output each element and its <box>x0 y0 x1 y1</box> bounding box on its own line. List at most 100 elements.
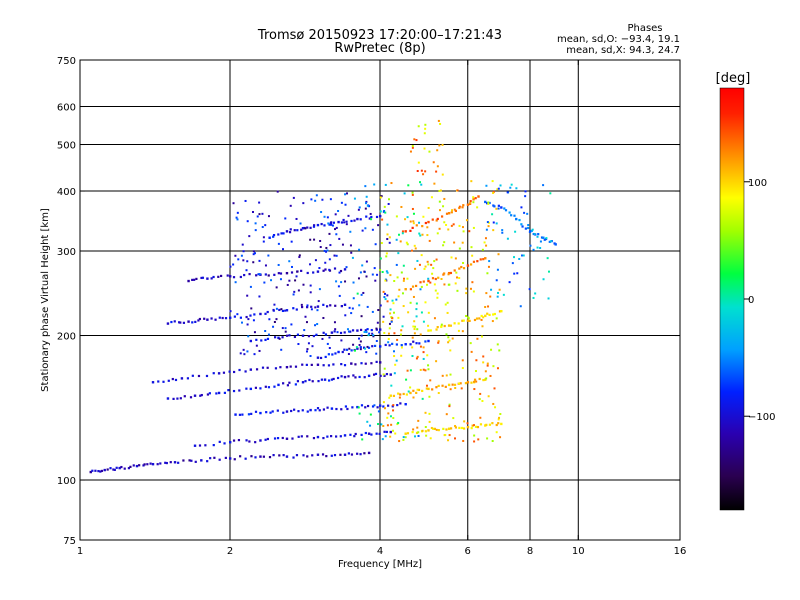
echo-point <box>236 313 239 316</box>
echo-point <box>320 378 323 381</box>
x-tick-label: 6 <box>465 546 471 557</box>
echo-point <box>344 193 347 196</box>
echo-point <box>419 288 422 291</box>
echo-point <box>469 263 473 266</box>
echo-point <box>293 229 296 232</box>
echo-point <box>343 453 347 456</box>
echo-point <box>358 412 361 415</box>
echo-point <box>405 393 408 396</box>
echo-point <box>306 271 309 275</box>
echo-point <box>425 387 428 390</box>
colorbar-tick-label: −100 <box>748 412 775 423</box>
echo-point <box>475 317 479 320</box>
echo-point <box>349 433 352 436</box>
echo-point <box>289 365 292 368</box>
echo-point <box>245 439 248 442</box>
echo-point <box>319 246 322 249</box>
echo-point <box>458 247 461 250</box>
echo-point <box>286 283 289 286</box>
echo-point <box>458 267 461 270</box>
echo-point <box>296 333 300 336</box>
echo-point <box>433 283 436 286</box>
echo-point <box>346 328 349 331</box>
echo-point <box>333 330 336 333</box>
echo-point <box>267 333 270 336</box>
echo-point <box>253 313 256 316</box>
echo-point <box>302 454 305 457</box>
echo-point <box>316 356 320 359</box>
echo-point <box>436 149 439 152</box>
echo-point <box>356 217 359 221</box>
echo-point <box>390 316 393 319</box>
echo-point <box>311 380 314 383</box>
echo-point <box>304 315 307 318</box>
echo-point <box>421 225 424 228</box>
echo-point <box>443 197 446 200</box>
echo-point <box>331 224 334 227</box>
echo-point <box>123 467 126 470</box>
echo-point <box>474 197 477 200</box>
echo-point <box>461 359 464 362</box>
echo-point <box>411 346 414 349</box>
echo-point <box>273 273 276 276</box>
echo-point <box>292 196 295 199</box>
echo-point <box>476 260 479 263</box>
echo-point <box>417 431 420 434</box>
echo-point <box>492 221 495 224</box>
echo-point <box>419 333 422 336</box>
echo-point <box>338 271 341 274</box>
echo-point <box>267 274 270 277</box>
echo-point <box>239 316 242 319</box>
echo-point <box>307 342 310 345</box>
echo-point <box>361 438 364 441</box>
echo-point <box>554 243 557 246</box>
echo-point <box>402 305 405 308</box>
echo-point <box>351 307 354 310</box>
echo-point <box>442 205 445 208</box>
echo-point <box>549 192 552 195</box>
echo-point <box>485 184 488 187</box>
echo-point <box>412 389 415 392</box>
echo-point <box>337 209 340 212</box>
echo-point <box>390 384 393 387</box>
echo-point <box>460 426 464 430</box>
echo-point <box>420 169 423 172</box>
echo-point <box>528 231 531 234</box>
echo-point <box>382 425 385 428</box>
echo-point <box>462 267 466 270</box>
echo-point <box>383 430 386 433</box>
echo-point <box>492 402 495 405</box>
y-tick-label: 500 <box>57 141 76 152</box>
echo-point <box>480 318 483 321</box>
echo-point <box>476 206 479 209</box>
echo-point <box>393 279 396 282</box>
echo-point <box>99 470 102 473</box>
echo-point <box>245 269 248 272</box>
x-tick-label: 4 <box>377 546 383 557</box>
echo-point <box>504 209 508 212</box>
echo-point <box>349 330 352 333</box>
echo-point <box>432 161 435 164</box>
echo-point <box>259 411 262 415</box>
echo-point <box>515 217 518 221</box>
echo-point <box>186 377 190 380</box>
echo-point <box>357 208 360 211</box>
echo-point <box>223 391 226 394</box>
echo-point <box>456 289 459 292</box>
echo-point <box>375 339 378 342</box>
echo-point <box>270 279 273 282</box>
echo-point <box>435 428 438 431</box>
echo-point <box>300 303 303 306</box>
echo-point <box>367 346 371 349</box>
echo-point <box>359 328 363 331</box>
echo-point <box>251 210 254 213</box>
echo-point <box>267 254 270 257</box>
echo-point <box>508 281 511 284</box>
echo-point <box>366 404 370 408</box>
echo-point <box>482 378 485 382</box>
echo-point <box>351 406 354 409</box>
colorbar-tick-label: 100 <box>748 178 767 189</box>
echo-point <box>412 428 415 431</box>
echo-point <box>401 232 404 235</box>
echo-point <box>281 336 284 339</box>
